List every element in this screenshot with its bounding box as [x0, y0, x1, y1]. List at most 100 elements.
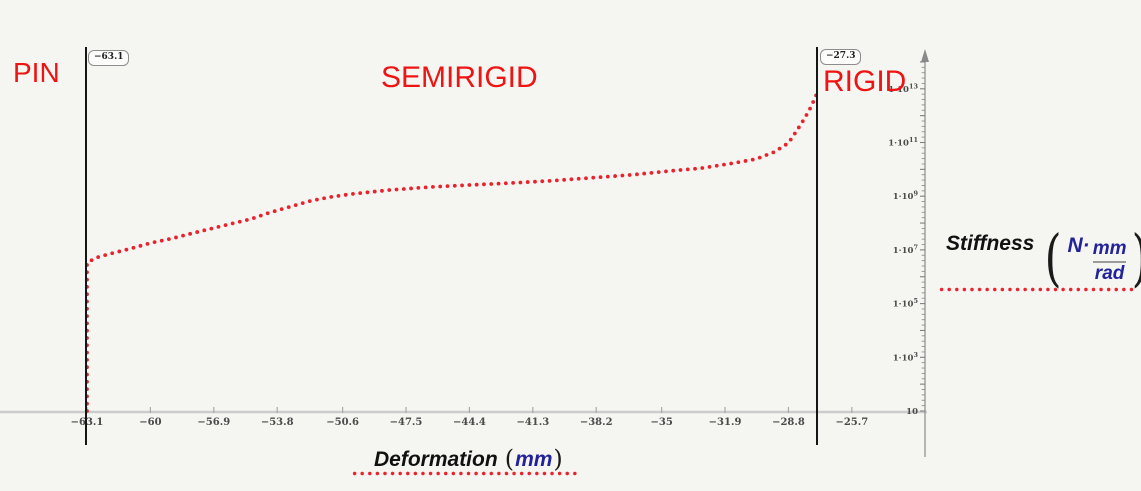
- y-axis-tick-label: 1·1011: [888, 136, 918, 149]
- curve-dot: [788, 137, 793, 142]
- y-axis-unit-denominator: rad: [1094, 263, 1125, 284]
- curve-dot: [365, 190, 370, 195]
- curve-dot: [174, 235, 178, 240]
- y-axis-tick-label: 1·107: [893, 243, 918, 256]
- curve-dot: [656, 170, 661, 175]
- rigid-boundary-value: −27.3: [826, 51, 856, 61]
- y-axis-tick-label: 1·105: [893, 297, 919, 310]
- curve-dot: [336, 193, 341, 198]
- curve-dot: [729, 161, 734, 166]
- region-label-rigid: RIGID: [823, 65, 907, 98]
- curve-dot: [664, 169, 668, 174]
- close-paren: ): [553, 445, 563, 473]
- curve-dot: [460, 183, 464, 188]
- curve-dot: [792, 131, 797, 136]
- curve-dot: [438, 184, 443, 189]
- region-label-pin: PIN: [13, 57, 60, 88]
- curve-dot: [804, 113, 809, 117]
- curve-dot: [796, 125, 801, 130]
- curve-dot: [503, 181, 508, 186]
- curve-dot: [372, 189, 377, 194]
- curve-dot: [678, 168, 683, 172]
- curve-dot: [230, 221, 235, 226]
- curve-dot: [279, 207, 284, 212]
- x-axis-tick-label: −50.6: [326, 417, 359, 428]
- curve-dot: [598, 175, 603, 180]
- curve-dot: [96, 255, 101, 260]
- curve-dot: [722, 162, 726, 167]
- curve-dot: [584, 176, 588, 181]
- curve-dot: [554, 178, 559, 183]
- curve-dot: [693, 166, 697, 171]
- curve-dot: [387, 188, 392, 192]
- curve-dot: [642, 171, 647, 176]
- curve-dot: [258, 213, 263, 218]
- curve-dot: [750, 157, 755, 162]
- curve-dot: [131, 245, 136, 250]
- x-axis-title-red-dotted-underline: [352, 471, 578, 476]
- x-axis-tick-label: −47.5: [390, 417, 423, 428]
- curve-dot: [409, 186, 413, 191]
- curve-dot: [315, 197, 319, 202]
- curve-dot: [533, 179, 537, 184]
- open-paren: (: [504, 445, 515, 473]
- curve-dot: [808, 106, 812, 111]
- curve-dot: [181, 233, 185, 238]
- curve-dot: [605, 174, 610, 179]
- y-axis-tick-label: 1·103: [893, 351, 919, 364]
- curve-dot: [700, 166, 705, 170]
- curve-dot: [736, 160, 741, 165]
- curve-dot: [166, 237, 171, 242]
- curve-dot: [300, 201, 305, 205]
- curve-dot: [714, 163, 719, 168]
- curve-dot: [445, 184, 450, 189]
- curve-dot: [685, 167, 690, 172]
- curve-dot: [540, 179, 545, 184]
- y-axis-title: Stiffness ( N· mm rad ): [946, 221, 1141, 295]
- curve-dot: [202, 228, 207, 233]
- curve-dot: [265, 211, 270, 216]
- curve-dot: [89, 258, 94, 263]
- curve-dot: [800, 119, 805, 124]
- x-axis-unit: mm: [515, 448, 553, 471]
- x-axis-tick-label: −41.3: [516, 417, 549, 428]
- x-axis-tick-label: −56.9: [197, 417, 230, 428]
- curve-dot: [525, 180, 530, 184]
- curve-dot: [286, 205, 291, 210]
- curve-dot: [188, 231, 193, 236]
- curve-dot: [743, 159, 748, 163]
- curve-dot: [562, 177, 567, 182]
- curve-dot: [431, 184, 435, 189]
- curve-dot: [401, 187, 406, 191]
- fraction-bar: [1092, 261, 1127, 263]
- curve-dot: [482, 182, 486, 187]
- curve-dot: [671, 168, 676, 173]
- curve-dot: [103, 253, 108, 258]
- y-axis-tick-label: 10: [906, 407, 918, 417]
- x-axis-tick-label: −38.2: [580, 417, 613, 428]
- curve-dot: [358, 191, 363, 195]
- curve-dot: [489, 182, 494, 186]
- curve-dot: [707, 164, 712, 169]
- curve-dot: [635, 172, 639, 177]
- curve-dot: [777, 146, 782, 151]
- curve-dot: [569, 177, 574, 182]
- x-axis-tick-label: −60: [139, 417, 161, 428]
- curve-dot: [307, 199, 312, 203]
- curve-dot: [474, 182, 479, 187]
- curve-dot: [591, 175, 596, 180]
- curve-dot: [467, 183, 472, 187]
- pin-boundary-value-box: −63.1: [88, 50, 130, 66]
- curve-dot: [811, 100, 816, 104]
- pin-boundary-value: −63.1: [94, 52, 124, 62]
- x-axis-tick-label: −53.8: [261, 417, 294, 428]
- x-axis-tick-label: −35: [650, 417, 672, 428]
- curve-dot: [223, 223, 228, 228]
- curve-dot: [783, 142, 788, 147]
- curve-dot: [496, 181, 501, 186]
- curve-dot: [195, 230, 200, 234]
- curve-dot: [209, 226, 214, 231]
- curve-dot: [576, 176, 581, 181]
- y-axis-unit-fraction: mm rad: [1092, 238, 1127, 285]
